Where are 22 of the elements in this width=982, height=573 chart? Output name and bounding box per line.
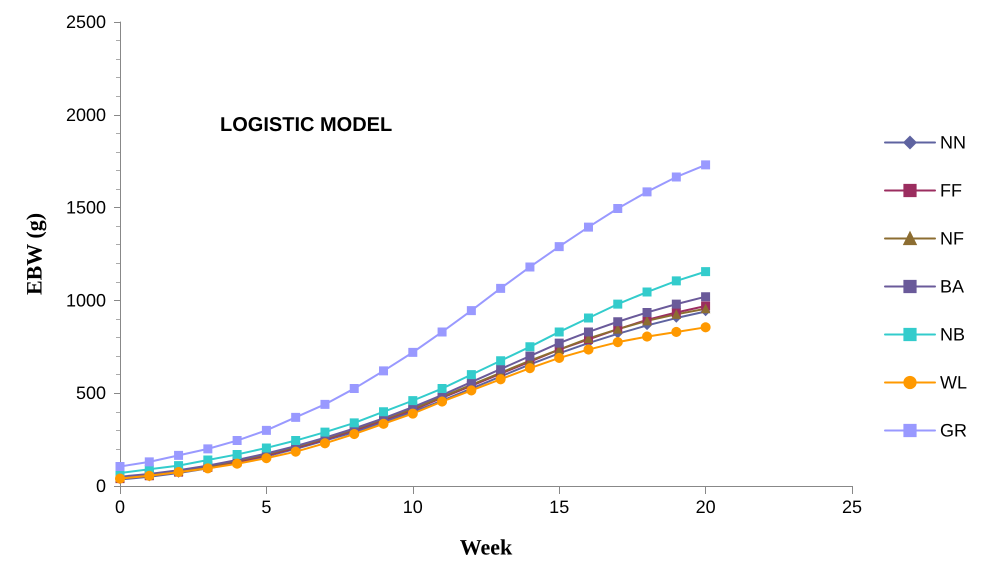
x-tick-label: 10 [402, 497, 423, 517]
x-axis-title: Week [460, 534, 514, 560]
legend-label: FF [940, 180, 962, 200]
x-tick-label: 25 [842, 497, 862, 517]
y-tick-label: 2000 [66, 104, 106, 125]
x-tick-label: 15 [549, 497, 570, 517]
text: LOGISTIC MODEL [220, 114, 392, 136]
y-tick-label: 1500 [66, 198, 106, 218]
y-tick-label: 0 [96, 476, 106, 496]
legend-label: WL [940, 372, 967, 392]
y-tick-label: 1000 [66, 290, 106, 310]
legend-label: NF [940, 228, 964, 248]
y-axis-title: EBW (g) [22, 212, 46, 296]
legend-label: GR [940, 420, 967, 440]
y-tick-label: 500 [76, 383, 106, 404]
x-tick-label: 5 [261, 497, 272, 517]
legend-label: NN [940, 132, 966, 152]
x-tick-label: 0 [114, 497, 126, 517]
x-tick-label: 20 [696, 497, 716, 517]
y-tick-label: 2500 [66, 12, 106, 32]
legend-label: NB [940, 324, 966, 344]
legend-label: BA [940, 276, 964, 296]
